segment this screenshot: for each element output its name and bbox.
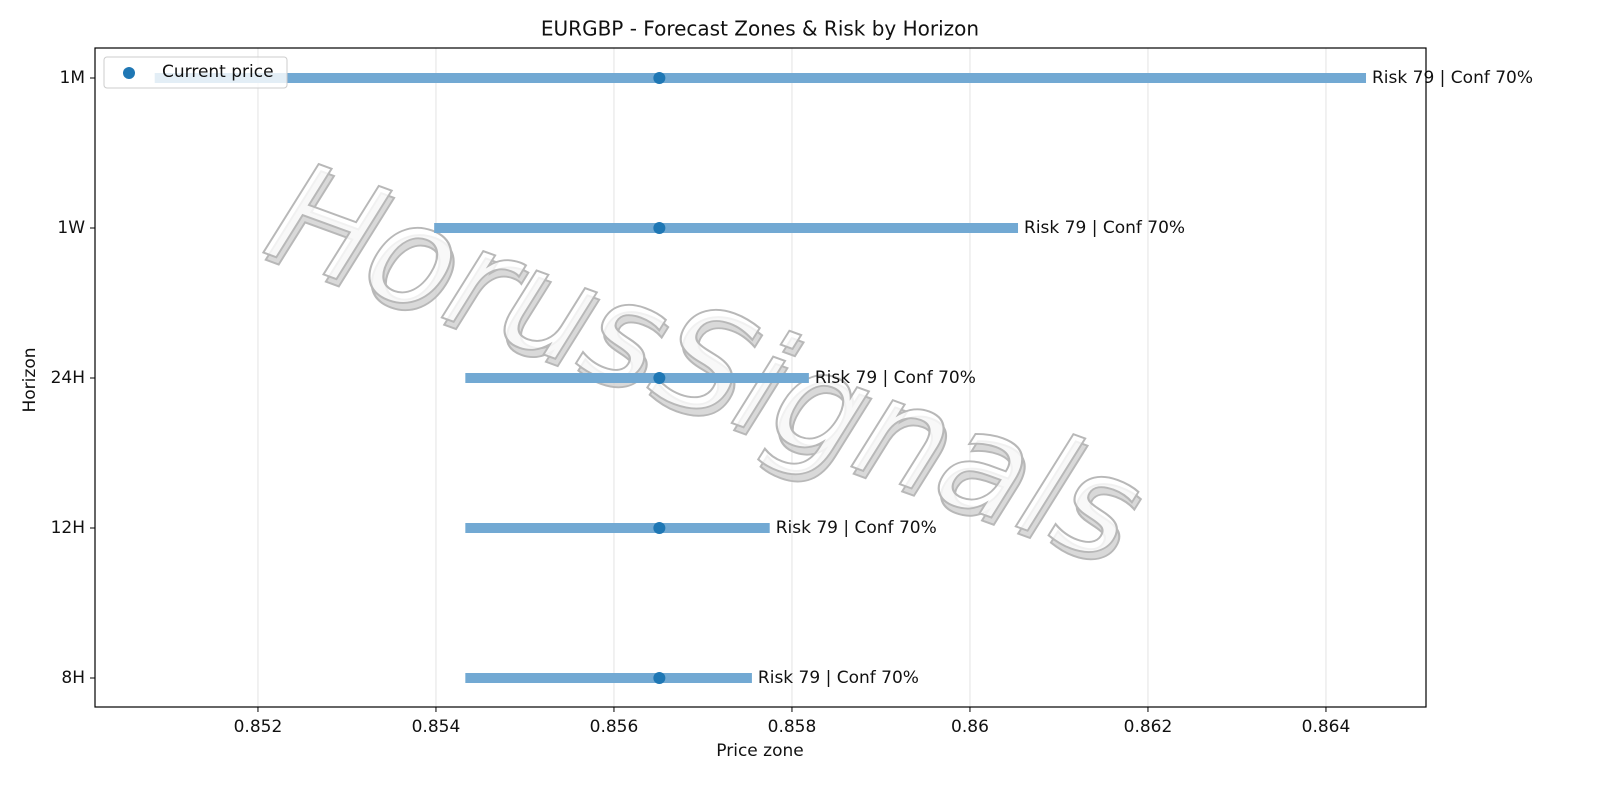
y-axis-label: Horizon (20, 348, 40, 413)
range-bar (434, 223, 1019, 233)
x-tick-label: 0.858 (768, 717, 817, 737)
x-axis-label: Price zone (716, 741, 803, 761)
x-tick-label: 0.852 (234, 717, 283, 737)
current-price-dot (653, 672, 666, 684)
annotation: Risk 79 | Conf 70% (1024, 218, 1185, 238)
x-tick-label: 0.854 (412, 717, 461, 737)
chart-title: EURGBP - Forecast Zones & Risk by Horizo… (541, 17, 979, 41)
legend-marker (123, 67, 135, 79)
current-price-dot (653, 222, 666, 234)
marks: Risk 79 | Conf 70% Risk 79 | Conf 70% Risk… (154, 68, 1533, 688)
current-price-dot (653, 72, 666, 84)
range-bar (465, 673, 752, 683)
y-tick-label: 12H (51, 518, 85, 538)
annotation: Risk 79 | Conf 70% (815, 368, 976, 388)
x-tick-label: 0.86 (951, 717, 989, 737)
legend-label: Current price (162, 62, 274, 82)
x-tick-label: 0.864 (1302, 717, 1351, 737)
legend-box (103, 56, 288, 89)
range-bar (465, 523, 770, 533)
annotation: Risk 79 | Conf 70% (1372, 68, 1533, 88)
y-tick-label: 1W (57, 218, 85, 238)
range-bar (465, 373, 809, 383)
y-tick-label: 1M (60, 68, 85, 88)
y-tick-label: 8H (61, 668, 85, 688)
x-tick-label: 0.856 (590, 717, 639, 737)
current-price-dot (653, 372, 666, 384)
legend: Current price (103, 56, 288, 89)
x-tick-label: 0.862 (1124, 717, 1173, 737)
y-tick-label: 24H (51, 368, 85, 388)
annotation: Risk 79 | Conf 70% (758, 668, 919, 688)
current-price-dot (653, 522, 666, 534)
annotation: Risk 79 | Conf 70% (776, 518, 937, 538)
range-bar (154, 73, 1367, 83)
